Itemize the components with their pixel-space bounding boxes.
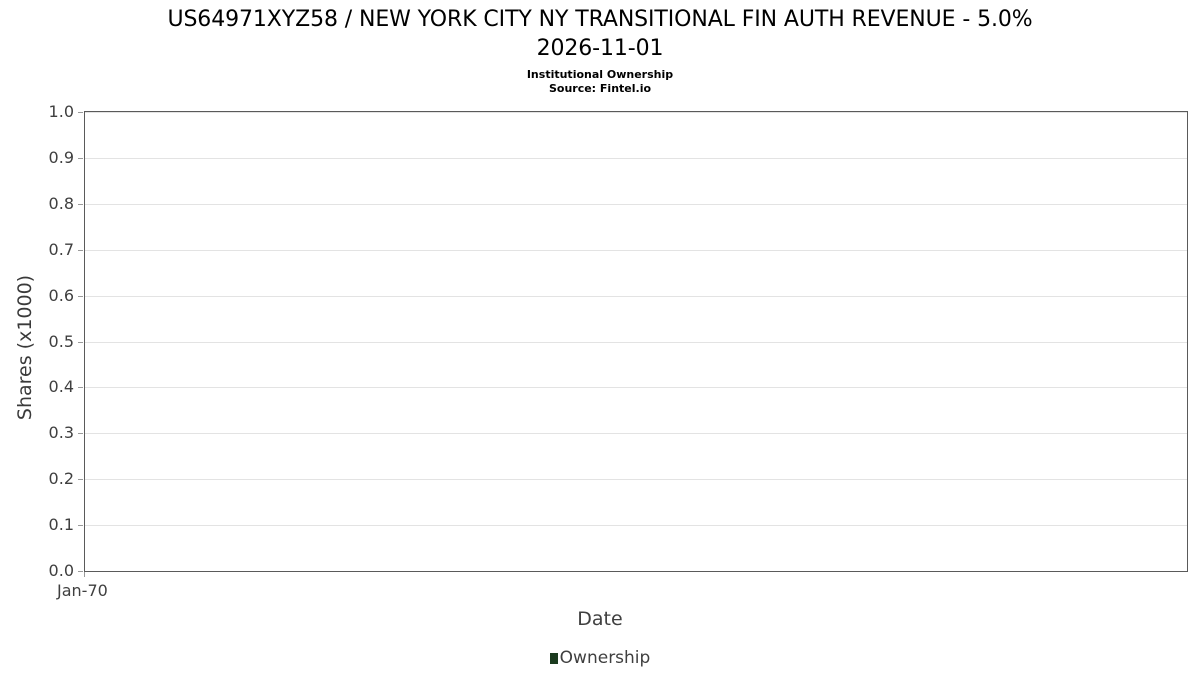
chart-source-label: Source: Fintel.io <box>548 82 652 95</box>
y-axis-tick-mark <box>78 250 83 251</box>
chart-title-block: US64971XYZ58 / NEW YORK CITY NY TRANSITI… <box>0 5 1200 96</box>
gridline <box>85 157 1187 159</box>
gridline <box>85 433 1187 435</box>
y-axis-tick-mark <box>78 158 83 159</box>
plot-area <box>84 111 1188 572</box>
y-axis-tick-label: 0.6 <box>48 285 74 305</box>
gridline <box>85 295 1187 297</box>
x-axis-title: Date <box>577 608 623 630</box>
y-axis-tick-mark <box>78 342 83 343</box>
legend-item-ownership[interactable]: Ownership <box>549 648 651 668</box>
y-axis-tick-mark <box>78 433 83 434</box>
y-axis-tick-label: 0.9 <box>48 147 74 167</box>
chart-title-line-2: 2026-11-01 <box>536 36 664 61</box>
y-axis-tick-label: 1.0 <box>48 102 74 121</box>
y-axis-tick-label: 0.2 <box>48 469 74 489</box>
y-axis-tick-label: 0.0 <box>48 561 74 580</box>
y-axis-tick-label: 0.3 <box>48 423 74 443</box>
y-axis-tick-label: 0.8 <box>48 193 74 213</box>
chart-legend: Ownership <box>0 648 1200 668</box>
y-axis-tick-label: 0.7 <box>48 239 74 259</box>
gridline <box>85 341 1187 343</box>
y-axis-tick-mark <box>78 204 83 205</box>
legend-item-label: Ownership <box>559 648 651 668</box>
y-axis-tick-mark <box>78 296 83 297</box>
gridline <box>85 387 1187 389</box>
y-axis-tick-label: 0.5 <box>48 331 74 351</box>
chart-subtitle: Institutional Ownership <box>526 68 674 81</box>
gridline <box>85 203 1187 205</box>
y-axis-tick-mark <box>78 525 83 526</box>
gridline <box>85 112 1187 113</box>
gridline <box>85 479 1187 481</box>
y-axis-tick-label: 0.4 <box>48 377 74 397</box>
legend-color-swatch-icon <box>549 652 558 664</box>
gridline <box>85 249 1187 251</box>
y-axis-tick-label: 0.1 <box>48 515 74 535</box>
chart-title-line-1: US64971XYZ58 / NEW YORK CITY NY TRANSITI… <box>167 7 1033 32</box>
y-axis-tick-mark <box>78 479 83 480</box>
y-axis-tick-mark <box>78 387 83 388</box>
x-axis-tick-mark <box>84 572 85 577</box>
data-series-layer <box>85 112 1187 571</box>
gridline <box>85 525 1187 527</box>
x-axis-tick-label: Jan-70 <box>57 581 108 600</box>
y-axis-tick-mark <box>78 112 83 113</box>
y-axis-tick-mark <box>78 571 83 572</box>
